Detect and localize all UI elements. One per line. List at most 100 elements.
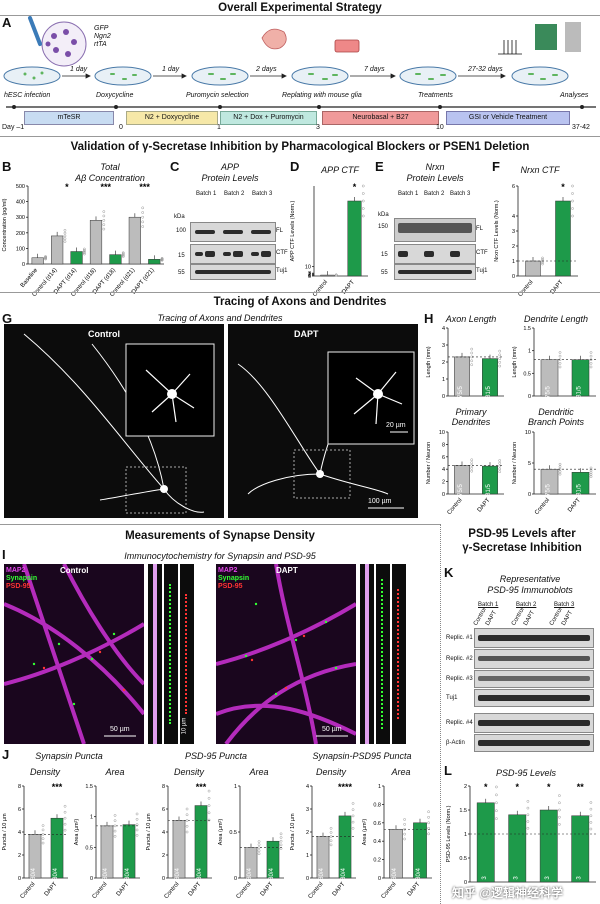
data-point [63, 816, 67, 820]
bar [122, 824, 136, 879]
data-point [329, 835, 333, 838]
step-label: hESC infection [4, 92, 51, 99]
data-point [470, 461, 474, 464]
data-point [498, 470, 502, 474]
data-point [185, 819, 189, 822]
bar-n-label: 30/4 [175, 868, 181, 880]
data-point [41, 824, 45, 827]
day-label: 1 [217, 124, 221, 131]
data-point [589, 470, 593, 474]
data-point [558, 815, 561, 819]
y-tick-label: 300 [16, 215, 25, 221]
data-point [135, 833, 139, 837]
interval-label: 2 days [256, 66, 277, 73]
x-tick-label: Control [20, 881, 37, 900]
data-point [498, 364, 502, 368]
data-point [135, 817, 139, 821]
y-tick-label: 2 [162, 853, 165, 859]
pipette-icon [28, 16, 42, 46]
blot-tuj1 [474, 689, 594, 707]
data-point [558, 823, 561, 826]
day-label: 0 [119, 124, 123, 131]
x-tick-label: Control [381, 881, 398, 900]
day-label: 10 [436, 124, 444, 131]
flask-icon [334, 39, 360, 53]
y-tick-label: 0 [442, 394, 445, 400]
band-label: FL [276, 228, 284, 234]
significance-marker: * [353, 182, 357, 192]
metric-density: Density [315, 767, 346, 777]
y-tick-label: 2 [442, 480, 445, 486]
bar [347, 200, 362, 277]
y-tick-label: 1 [306, 853, 309, 859]
metric-density: Density [29, 767, 60, 777]
bar-n-label: 75/5 [458, 484, 464, 496]
data-point [571, 184, 574, 188]
blot-app-ctf [190, 244, 276, 264]
panel-letter-g: G [2, 311, 13, 326]
y-tick-label: 2 [306, 830, 309, 836]
panel-h4-title2: Branch Points [527, 417, 585, 427]
scale-bar: 50 µm [322, 726, 342, 733]
data-point [329, 826, 333, 830]
stain-map2: MAP2 [218, 567, 238, 574]
y-tick-label: 0 [528, 394, 531, 400]
significance-marker: *** [52, 782, 63, 792]
data-point [351, 814, 355, 818]
panel-f-title: Nrxn CTF [520, 165, 560, 175]
data-point [207, 811, 211, 815]
bar [128, 216, 141, 265]
x-tick-label: DAPT [260, 881, 275, 897]
bar [320, 274, 335, 277]
band-label: CTF [476, 250, 488, 256]
y-tick-label: 0 [18, 876, 21, 882]
y-tick-label: 10 [439, 430, 445, 436]
data-point [351, 808, 355, 812]
data-point [121, 255, 125, 258]
y-axis-label: Area (µm²) [362, 819, 368, 846]
data-point [102, 214, 106, 218]
icc-zoom-dapt-green [376, 564, 390, 744]
panel-letter-b: B [2, 159, 12, 174]
panel-letter-j: J [2, 747, 10, 762]
section-title-strategy: Overall Experimental Strategy [218, 2, 382, 14]
data-point [571, 207, 574, 210]
bar [31, 257, 44, 265]
y-tick-label: 8 [442, 442, 445, 448]
significance-marker: **** [338, 782, 353, 792]
data-point [470, 347, 474, 351]
image-label-control: Control [88, 329, 120, 339]
y-tick-label: 0.8 [373, 802, 381, 808]
bar [338, 815, 352, 879]
kda-mark: 150 [378, 224, 389, 230]
data-point [83, 248, 86, 252]
y-axis-label: Concentration (pg/ml) [2, 198, 8, 251]
y-axis-label: Puncta / 10 µm [2, 813, 8, 851]
day-label: 3 [316, 124, 320, 131]
y-axis-label: Number / Neuron [426, 442, 432, 484]
y-tick-label: 1 [528, 349, 531, 355]
y-tick-label: 0 [512, 274, 515, 280]
x-tick-label: Control [308, 881, 325, 900]
bar [482, 465, 498, 495]
bar-n-label: 3 [576, 876, 582, 880]
interval-label: 27-32 days [468, 66, 503, 73]
x-tick-label: Control [92, 881, 109, 900]
y-tick-label: 2 [308, 272, 311, 278]
icc-zoom-dapt-merge [360, 564, 374, 744]
y-tick-label: 0 [306, 876, 309, 882]
data-point [558, 801, 561, 805]
data-point [558, 365, 562, 369]
bar-n-label: 3 [482, 876, 488, 880]
blot-beta-actin [474, 734, 594, 752]
kda-label: kDa [378, 212, 389, 218]
data-point [361, 184, 365, 188]
section-title-psd95-2: γ-Secretase Inhibition [462, 542, 582, 554]
data-point [470, 359, 474, 363]
media-bar-n2-dox: N2 + Doxycycline [126, 111, 218, 125]
kda-mark: 15 [381, 252, 388, 258]
bar-n-label: 81/5 [486, 484, 492, 496]
data-point [351, 802, 355, 805]
